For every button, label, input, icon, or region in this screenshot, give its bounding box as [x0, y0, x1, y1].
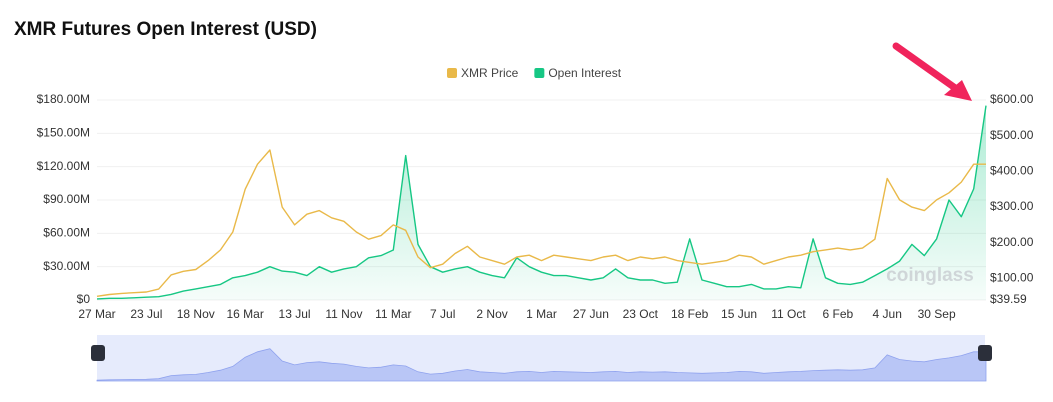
y-tick-label: $30.00M — [43, 259, 90, 273]
y-tick-label: $120.00M — [37, 159, 90, 173]
y2-tick-label: $39.59 — [990, 292, 1027, 306]
legend: XMR Price Open Interest — [447, 66, 622, 80]
y2-tick-label: $400.00 — [990, 164, 1034, 178]
line — [96, 149, 986, 297]
axes: $0 $30.00M $60.00M $90.00M $120.00M $150.00M $… — [37, 92, 1034, 321]
navigator-handle-right[interactable] — [978, 345, 992, 361]
y-tick-label: $150.00M — [37, 126, 90, 140]
x-tick-label: 4 Jun — [873, 307, 902, 321]
legend-label[interactable]: Open Interest — [548, 66, 621, 80]
y-tick-label: $60.00M — [43, 226, 90, 240]
navigator — [96, 348, 987, 382]
y2-tick-label: $500.00 — [990, 128, 1034, 142]
chart-title: XMR Futures Open Interest (USD) — [14, 19, 317, 40]
x-tick-label: 1 Mar — [526, 307, 557, 321]
x-tick-label: 11 Oct — [771, 307, 806, 321]
y2-tick-label: $300.00 — [990, 199, 1034, 213]
watermark: coinglass — [886, 265, 974, 286]
x-tick-label: 16 Mar — [226, 307, 263, 321]
x-tick-label: 30 Sep — [918, 307, 956, 321]
x-tick-label: 13 Jul — [279, 307, 311, 321]
x-tick-label: 11 Mar — [375, 307, 411, 321]
x-tick-label: 11 Nov — [325, 307, 362, 321]
legend-label[interactable]: XMR Price — [461, 66, 519, 80]
line — [96, 105, 987, 300]
x-tick-label: 27 Jun — [573, 307, 609, 321]
x-tick-label: 23 Jul — [130, 307, 162, 321]
annotation-arrowhead — [944, 80, 972, 101]
navigator-handle-left[interactable] — [91, 345, 105, 361]
x-tick-label: 2 Nov — [476, 307, 507, 321]
legend-item[interactable]: Open Interest — [534, 66, 622, 80]
x-tick-label: 18 Feb — [671, 307, 709, 321]
annotation-arrow — [892, 42, 962, 94]
x-tick-label: 23 Oct — [623, 307, 659, 321]
y-tick-label: $90.00M — [43, 192, 90, 206]
x-tick-label: 15 Jun — [721, 307, 757, 321]
y-tick-label: $180.00M — [37, 92, 90, 106]
navigator-area — [96, 348, 987, 382]
y2-tick-label: $100.00 — [990, 271, 1034, 285]
y-tick-label: $0 — [77, 292, 91, 306]
x-tick-label: 27 Mar — [78, 307, 115, 321]
grid — [97, 99, 986, 301]
legend-item[interactable]: XMR Price — [447, 66, 519, 80]
plot-area — [96, 105, 987, 300]
x-tick-label: 6 Feb — [822, 307, 853, 321]
legend-swatch[interactable] — [447, 68, 457, 78]
y2-tick-label: $600.00 — [990, 92, 1034, 106]
area — [97, 105, 986, 300]
x-tick-label: 7 Jul — [430, 307, 455, 321]
legend-swatch[interactable] — [534, 68, 545, 78]
x-tick-label: 18 Nov — [177, 307, 215, 321]
y2-tick-label: $200.00 — [990, 235, 1034, 249]
